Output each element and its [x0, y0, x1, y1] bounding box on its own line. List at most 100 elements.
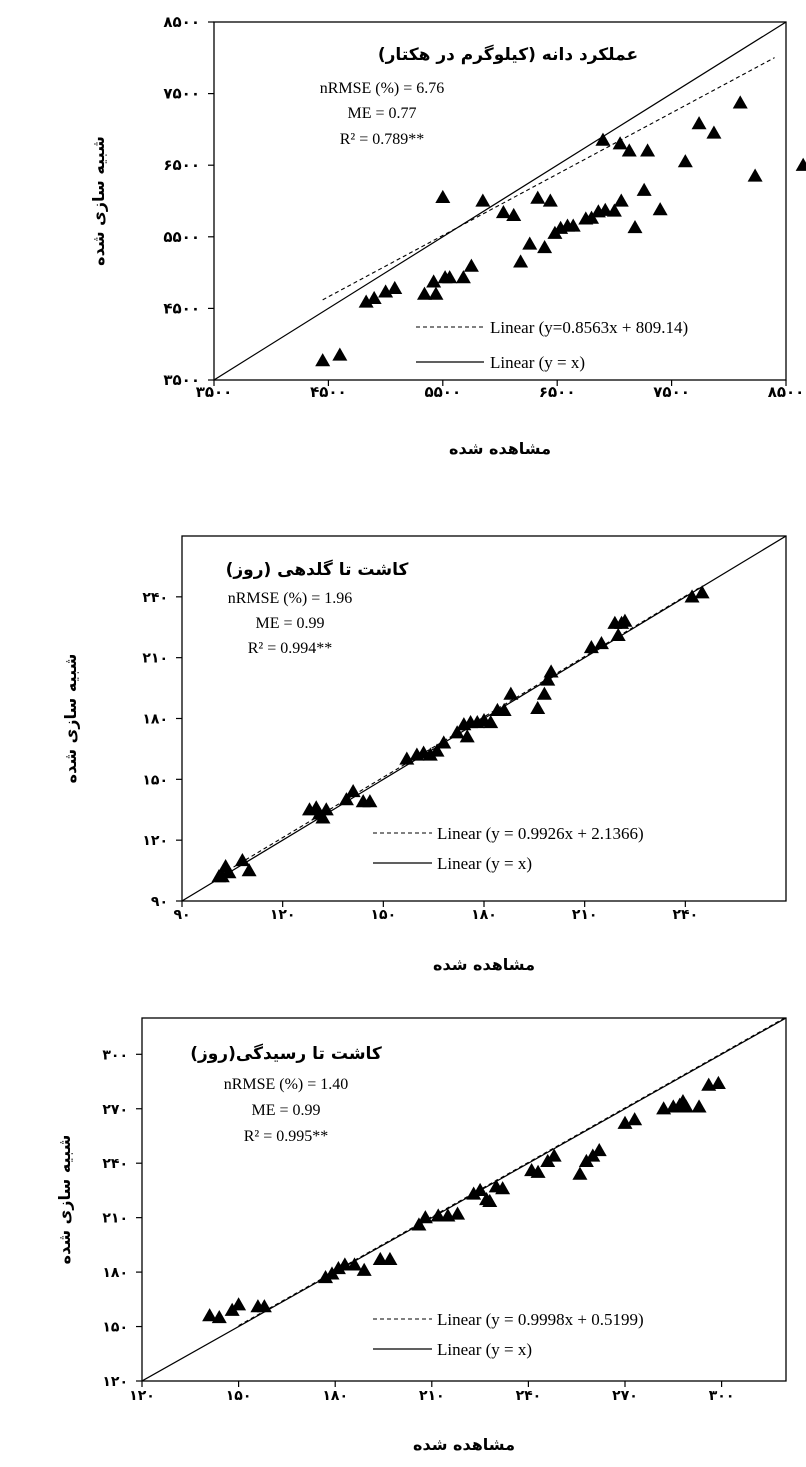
data-point	[747, 168, 763, 182]
y-tick-label: ۱۲۰	[142, 833, 168, 849]
y-tick-label: ۳۰۰	[102, 1047, 128, 1063]
x-axis-label: مشاهده شده	[413, 1435, 515, 1454]
data-point	[429, 743, 445, 757]
data-point	[627, 219, 643, 234]
data-point	[591, 1142, 607, 1157]
data-point	[472, 1182, 488, 1197]
data-point	[428, 286, 444, 300]
data-point	[455, 270, 471, 284]
x-tick-label: ۳۵۰۰	[196, 383, 233, 401]
data-point	[595, 132, 611, 146]
x-tick-label: ۲۴۰	[516, 1388, 542, 1404]
data-point	[416, 286, 432, 300]
data-point	[506, 207, 522, 221]
data-point	[256, 1299, 272, 1313]
data-point	[640, 143, 656, 157]
data-point	[318, 1270, 334, 1284]
data-point	[475, 193, 491, 207]
x-tick-label: ۱۲۰	[270, 907, 296, 923]
x-tick-label: ۱۵۰	[226, 1388, 252, 1404]
data-point	[540, 672, 556, 686]
data-point	[442, 270, 458, 284]
data-point	[356, 1262, 372, 1276]
stat-label: R² = 0.995**	[244, 1128, 329, 1145]
data-point	[513, 254, 529, 268]
fit-line	[322, 57, 775, 301]
data-point	[435, 189, 451, 204]
data-point	[315, 353, 331, 367]
data-point	[330, 1260, 346, 1275]
data-point	[382, 1251, 398, 1266]
data-point	[495, 1181, 511, 1195]
data-point	[537, 240, 553, 254]
y-tick-label: ۲۴۰	[142, 590, 168, 606]
data-point	[214, 869, 230, 883]
data-point	[496, 702, 512, 717]
y-tick-label: ۲۱۰	[102, 1211, 128, 1227]
legend-fit-label: Linear (y = 0.9998x + 0.5199)	[437, 1310, 644, 1329]
data-point	[732, 95, 748, 109]
legend-fit-label: Linear (y=0.8563x + 809.14)	[490, 318, 688, 337]
data-point	[530, 700, 546, 714]
x-tick-label: ۲۱۰	[572, 907, 598, 923]
data-point	[710, 1075, 726, 1089]
data-point	[522, 236, 538, 250]
data-point	[422, 747, 438, 761]
y-tick-label: ۱۵۰	[102, 1320, 128, 1336]
legend-identity-label: Linear (y = x)	[437, 854, 532, 873]
data-point	[358, 294, 374, 308]
data-point	[542, 193, 558, 207]
data-point	[617, 1115, 633, 1129]
data-point	[583, 640, 599, 654]
stat-label: R² = 0.789**	[340, 131, 425, 148]
y-axis-label: شبیه سازی شده	[89, 136, 108, 266]
x-tick-label: ۷۵۰۰	[653, 383, 690, 401]
data-point	[636, 182, 652, 196]
x-tick-label: ۱۵۰	[371, 907, 397, 923]
data-point	[677, 154, 693, 168]
y-tick-label: ۵۵۰۰	[163, 228, 200, 246]
data-point	[530, 1164, 546, 1178]
stat-label: nRMSE (%) = 1.96	[228, 590, 353, 607]
y-tick-label: ۹۰	[151, 894, 168, 910]
y-tick-label: ۲۱۰	[142, 651, 168, 667]
y-axis-label: شبیه سازی شده	[55, 1135, 74, 1265]
y-tick-label: ۱۵۰	[142, 772, 168, 788]
data-point	[430, 1208, 446, 1222]
chart-title: کاشت تا گلدهی (روز)	[226, 559, 409, 580]
data-point	[503, 686, 519, 700]
data-point	[482, 1193, 498, 1207]
legend-fit-label: Linear (y = 0.9926x + 2.1366)	[437, 824, 644, 843]
data-point	[315, 810, 331, 824]
x-axis-label: مشاهده شده	[433, 955, 535, 974]
x-tick-label: ۳۰۰	[709, 1388, 735, 1404]
data-point	[459, 729, 475, 743]
data-point	[234, 852, 250, 867]
stat-label: ME = 0.77	[347, 105, 416, 122]
data-point	[536, 686, 552, 700]
x-tick-label: ۶۵۰۰	[539, 383, 576, 401]
data-point	[621, 143, 637, 157]
chart-title: عملکرد دانه (کیلوگرم در هکتار)	[378, 44, 638, 65]
data-point	[337, 1257, 353, 1271]
data-point	[202, 1308, 218, 1322]
data-point	[684, 589, 700, 603]
x-tick-label: ۴۵۰۰	[310, 383, 347, 401]
y-tick-label: ۳۵۰۰	[163, 371, 200, 389]
y-tick-label: ۱۲۰	[102, 1374, 128, 1390]
data-point	[241, 863, 257, 877]
stat-label: nRMSE (%) = 1.40	[224, 1076, 349, 1093]
x-tick-label: ۲۷۰	[612, 1388, 638, 1404]
y-tick-label: ۴۵۰۰	[163, 299, 200, 317]
y-tick-label: ۸۵۰۰	[163, 13, 200, 31]
stat-label: ME = 0.99	[251, 1102, 320, 1119]
chart-title: کاشت تا رسیدگی(روز)	[190, 1043, 382, 1064]
legend-identity-label: Linear (y = x)	[490, 353, 585, 372]
data-point	[211, 1309, 227, 1324]
identity-line	[142, 1018, 786, 1381]
data-point	[617, 613, 633, 627]
data-point	[417, 1210, 433, 1224]
